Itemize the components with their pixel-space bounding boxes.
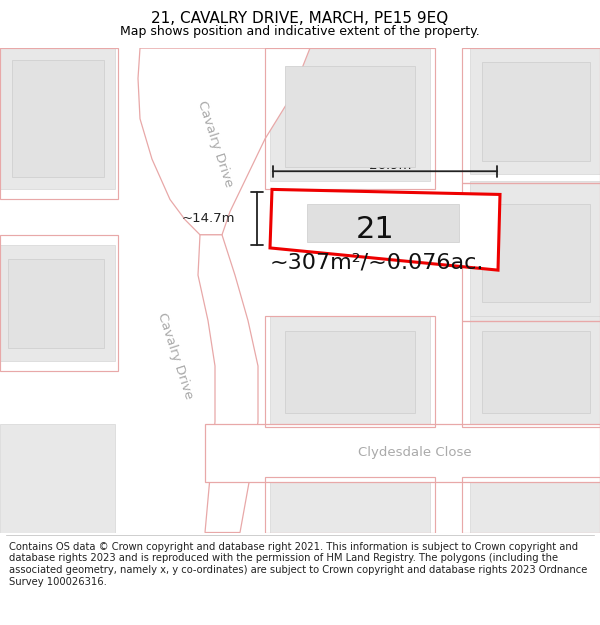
Bar — [307, 204, 459, 242]
Polygon shape — [0, 424, 115, 532]
Bar — [285, 331, 415, 413]
Polygon shape — [0, 245, 115, 361]
Text: Contains OS data © Crown copyright and database right 2021. This information is : Contains OS data © Crown copyright and d… — [9, 542, 587, 586]
Polygon shape — [270, 189, 500, 270]
Text: Cavalry Drive: Cavalry Drive — [155, 311, 195, 401]
Polygon shape — [270, 316, 430, 424]
Bar — [285, 66, 415, 168]
Text: 21: 21 — [356, 215, 394, 244]
Text: Map shows position and indicative extent of the property.: Map shows position and indicative extent… — [120, 24, 480, 38]
Polygon shape — [270, 48, 430, 181]
Text: Clydesdale Close: Clydesdale Close — [358, 446, 472, 459]
Polygon shape — [470, 316, 600, 424]
Text: Cavalry Drive: Cavalry Drive — [195, 99, 235, 189]
Polygon shape — [0, 48, 115, 189]
Polygon shape — [470, 181, 600, 316]
Polygon shape — [270, 482, 430, 532]
Polygon shape — [470, 482, 600, 532]
Bar — [482, 204, 590, 302]
Bar — [12, 60, 104, 178]
Polygon shape — [470, 48, 600, 174]
Polygon shape — [205, 424, 600, 482]
Text: ~307m²/~0.076ac.: ~307m²/~0.076ac. — [270, 252, 484, 272]
Polygon shape — [138, 48, 310, 235]
Text: ~26.9m: ~26.9m — [358, 159, 412, 172]
Bar — [482, 62, 590, 161]
Polygon shape — [198, 235, 258, 532]
Text: 21, CAVALRY DRIVE, MARCH, PE15 9EQ: 21, CAVALRY DRIVE, MARCH, PE15 9EQ — [151, 11, 449, 26]
Bar — [8, 259, 104, 348]
Text: ~14.7m: ~14.7m — [182, 212, 235, 225]
Bar — [482, 331, 590, 413]
